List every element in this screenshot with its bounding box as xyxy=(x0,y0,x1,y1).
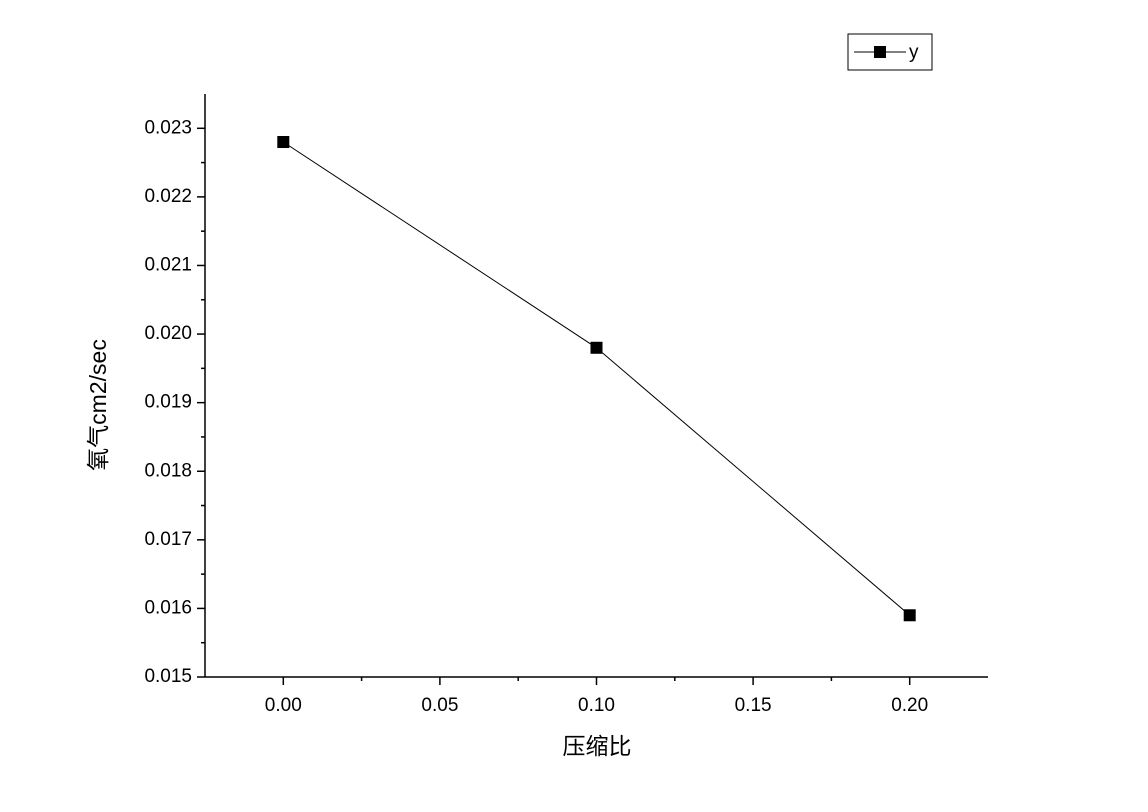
y-tick-label: 0.023 xyxy=(144,117,192,138)
y-tick-label: 0.022 xyxy=(144,186,192,207)
x-tick-label: 0.00 xyxy=(265,695,302,716)
marker xyxy=(590,341,603,354)
y-tick-label: 0.015 xyxy=(144,666,192,687)
marker xyxy=(903,609,916,622)
y-axis-title: 氧气cm2/sec xyxy=(85,339,111,471)
y-tick-label: 0.017 xyxy=(144,529,192,550)
x-tick-label: 0.05 xyxy=(421,695,458,716)
y-tick-label: 0.016 xyxy=(144,597,192,618)
x-tick-label: 0.15 xyxy=(735,695,772,716)
x-tick-label: 0.20 xyxy=(891,695,928,716)
y-tick-label: 0.021 xyxy=(144,254,192,275)
x-axis-title: 压缩比 xyxy=(563,733,632,759)
x-tick-label: 0.10 xyxy=(578,695,615,716)
legend-box xyxy=(847,33,933,71)
legend-label: y xyxy=(909,42,919,63)
marker xyxy=(277,136,290,149)
y-tick-label: 0.018 xyxy=(144,460,192,481)
series-line xyxy=(283,141,911,616)
y-tick-label: 0.019 xyxy=(144,392,192,413)
legend-marker xyxy=(874,46,886,58)
y-tick-label: 0.020 xyxy=(144,323,192,344)
